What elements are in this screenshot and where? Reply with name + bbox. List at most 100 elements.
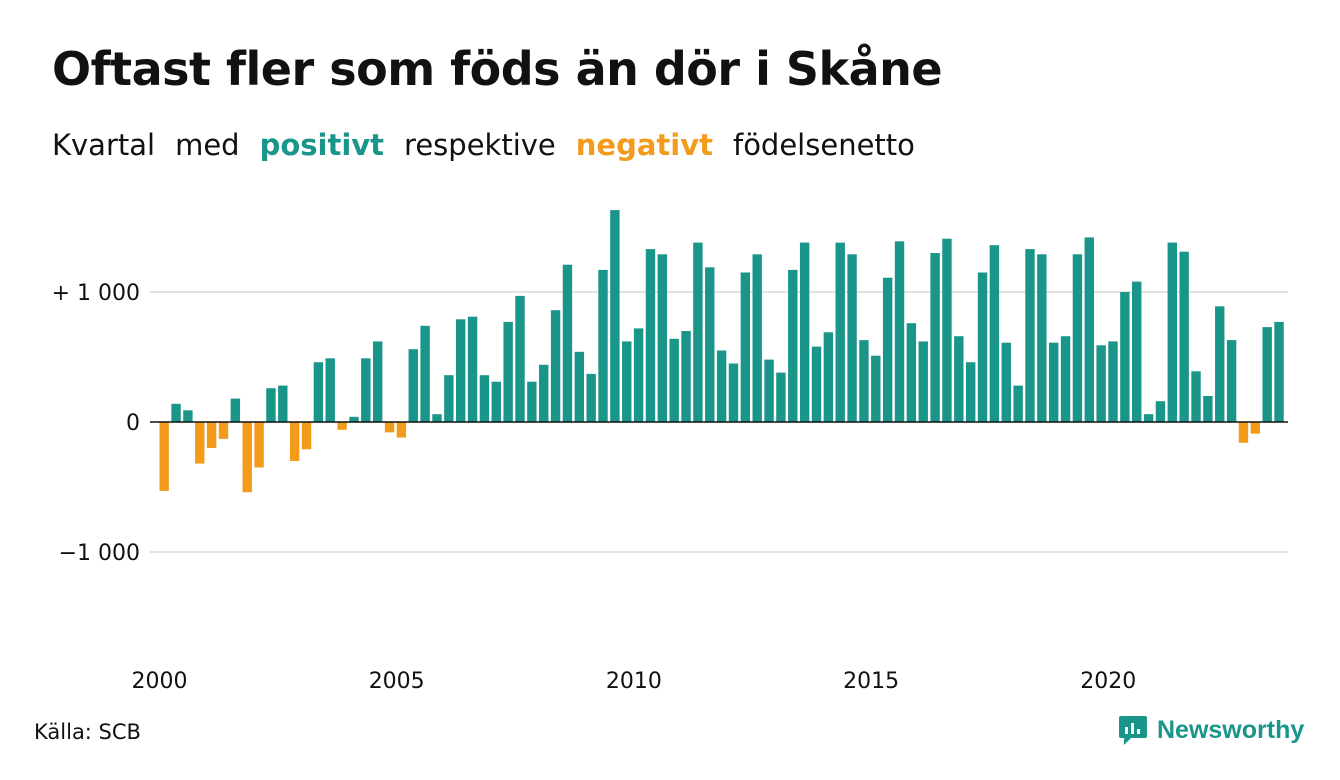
bar — [918, 341, 928, 422]
bar — [1025, 249, 1035, 422]
bar — [456, 319, 466, 422]
bar — [349, 416, 359, 422]
bar — [313, 362, 324, 422]
bar — [1072, 254, 1083, 422]
y-tick-label: + 1 000 — [52, 281, 140, 306]
bar — [598, 269, 608, 422]
x-tick-label: 2015 — [843, 669, 899, 694]
bar — [633, 328, 644, 422]
bar — [1226, 340, 1237, 422]
bar — [515, 295, 525, 422]
bar — [1215, 306, 1225, 422]
subtitle-word-med: med — [175, 128, 240, 162]
bar — [728, 363, 739, 422]
bar — [301, 422, 312, 450]
bar — [550, 310, 561, 422]
bar — [171, 403, 181, 422]
bar — [384, 422, 395, 433]
subtitle-word-fodelsenetto: födelsenetto — [732, 128, 915, 162]
bar — [325, 358, 335, 422]
brand-logo: Newsworthy — [1118, 714, 1304, 746]
bar — [705, 267, 715, 422]
bar — [491, 381, 501, 422]
x-tick-label: 2000 — [132, 669, 188, 694]
bar — [954, 336, 964, 422]
bar — [218, 422, 229, 439]
bar — [432, 414, 442, 422]
bar — [1060, 336, 1071, 422]
bar — [1143, 414, 1154, 422]
bar — [942, 238, 952, 422]
bar — [823, 332, 834, 422]
y-tick-label: −1 000 — [59, 541, 140, 566]
newsworthy-logo-icon — [1119, 716, 1147, 745]
bar — [361, 358, 371, 422]
chart-subtitle: Kvartal med positivt respektive negativt föde… — [52, 128, 935, 162]
bar — [930, 253, 940, 422]
bar — [740, 272, 751, 422]
bar — [610, 210, 620, 422]
x-tick-label: 2005 — [369, 669, 425, 694]
bar — [586, 373, 596, 422]
bar — [645, 249, 656, 422]
bar — [894, 241, 905, 422]
bar — [1238, 422, 1249, 443]
bar — [230, 398, 241, 422]
bar — [764, 359, 774, 422]
bar — [266, 388, 276, 422]
bar — [906, 323, 917, 422]
bar — [242, 422, 252, 493]
bar — [1179, 251, 1189, 422]
bar — [372, 341, 383, 422]
bar — [657, 254, 668, 422]
bar — [1155, 401, 1166, 422]
bar — [444, 375, 454, 422]
bar — [195, 422, 205, 464]
bar — [1250, 422, 1261, 434]
bar — [693, 242, 703, 422]
bar — [681, 331, 691, 422]
bar — [1120, 292, 1130, 422]
bar — [799, 242, 810, 422]
bar — [183, 410, 193, 422]
bar — [278, 385, 288, 422]
x-tick-label: 2010 — [606, 669, 662, 694]
bar — [337, 422, 347, 430]
bar — [1049, 342, 1059, 422]
chart-title: Oftast fler som föds än dör i Skåne — [52, 42, 943, 96]
bar — [788, 269, 798, 422]
bar — [562, 264, 573, 422]
bar — [206, 422, 217, 448]
bar — [539, 364, 549, 422]
bar — [1084, 237, 1094, 422]
bar — [1096, 345, 1106, 422]
bar — [1274, 321, 1284, 422]
subtitle-negative-label: negativt — [575, 128, 713, 162]
bar — [479, 375, 490, 422]
bar — [574, 351, 584, 422]
bar — [1108, 341, 1118, 422]
bar — [159, 422, 169, 491]
bar — [408, 349, 418, 422]
bar — [1167, 242, 1177, 422]
bar — [503, 321, 513, 422]
bar — [871, 355, 881, 422]
bar — [1013, 385, 1023, 422]
bar — [1037, 254, 1047, 422]
bar — [989, 245, 1000, 422]
x-tick-label: 2020 — [1080, 669, 1136, 694]
bar — [859, 340, 869, 422]
bar — [289, 422, 300, 461]
subtitle-word-respektive: respektive — [404, 128, 556, 162]
bar — [527, 381, 537, 422]
bar — [835, 242, 845, 422]
bar — [669, 338, 679, 422]
bar — [1262, 327, 1272, 422]
bar — [1203, 396, 1213, 422]
bar — [716, 350, 727, 422]
bar — [752, 254, 762, 422]
bar — [420, 325, 430, 422]
bar — [811, 346, 822, 422]
source-note: Källa: SCB — [34, 720, 141, 744]
bar — [622, 341, 632, 422]
